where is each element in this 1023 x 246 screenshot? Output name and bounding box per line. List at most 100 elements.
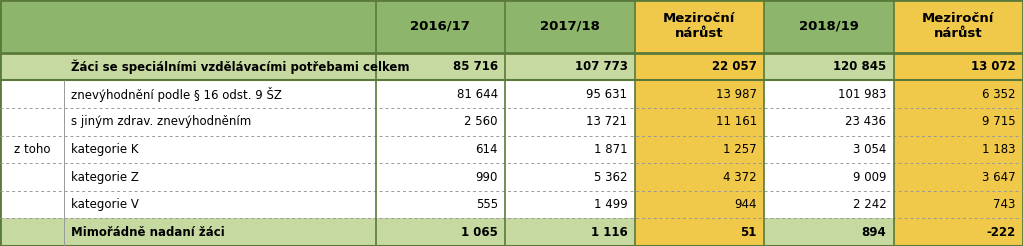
Text: 1 871: 1 871 xyxy=(593,143,627,156)
Text: 614: 614 xyxy=(476,143,498,156)
Bar xyxy=(505,163,634,191)
Bar xyxy=(375,136,505,163)
Text: 1 257: 1 257 xyxy=(723,143,757,156)
Text: 555: 555 xyxy=(476,198,498,211)
Bar xyxy=(0,136,63,163)
Bar xyxy=(63,218,375,246)
Bar xyxy=(375,218,505,246)
Text: kategorie V: kategorie V xyxy=(71,198,138,211)
Text: 95 631: 95 631 xyxy=(586,88,627,101)
Text: 894: 894 xyxy=(861,226,886,239)
Text: 6 352: 6 352 xyxy=(982,88,1016,101)
Text: 944: 944 xyxy=(735,198,757,211)
Text: 2018/19: 2018/19 xyxy=(799,20,858,33)
Text: kategorie K: kategorie K xyxy=(71,143,138,156)
Bar xyxy=(764,53,893,80)
Text: 51: 51 xyxy=(741,226,757,239)
Text: znevýhodnění podle § 16 odst. 9 ŠZ: znevýhodnění podle § 16 odst. 9 ŠZ xyxy=(71,87,281,102)
Bar xyxy=(764,218,893,246)
Bar xyxy=(634,191,764,218)
Bar xyxy=(764,191,893,218)
Text: 13 072: 13 072 xyxy=(971,60,1016,73)
Text: 1 499: 1 499 xyxy=(593,198,627,211)
Bar xyxy=(764,136,893,163)
Bar xyxy=(893,108,1023,136)
Bar xyxy=(63,163,375,191)
Text: 5 362: 5 362 xyxy=(594,170,627,184)
Bar xyxy=(375,108,505,136)
Bar xyxy=(764,0,893,53)
Bar xyxy=(375,80,505,108)
Bar xyxy=(893,191,1023,218)
Bar xyxy=(0,108,63,136)
Text: 2017/18: 2017/18 xyxy=(540,20,599,33)
Text: 13 987: 13 987 xyxy=(716,88,757,101)
Text: 101 983: 101 983 xyxy=(838,88,886,101)
Text: 3 054: 3 054 xyxy=(853,143,886,156)
Text: 2 560: 2 560 xyxy=(464,115,498,128)
Bar xyxy=(63,108,375,136)
Bar xyxy=(63,53,375,80)
Text: Meziroční
nárůst: Meziroční nárůst xyxy=(922,13,994,40)
Text: Žáci se speciálními vzdělávacími potřebami celkem: Žáci se speciálními vzdělávacími potřeba… xyxy=(71,60,409,74)
Bar xyxy=(634,218,764,246)
Bar xyxy=(375,53,505,80)
Bar xyxy=(764,163,893,191)
Bar xyxy=(893,0,1023,53)
Bar xyxy=(634,136,764,163)
Text: 13 721: 13 721 xyxy=(586,115,627,128)
Bar xyxy=(0,191,63,218)
Text: 1 065: 1 065 xyxy=(461,226,498,239)
Text: 85 716: 85 716 xyxy=(453,60,498,73)
Bar xyxy=(634,163,764,191)
Text: -222: -222 xyxy=(986,226,1016,239)
Bar xyxy=(0,0,375,53)
Bar xyxy=(893,53,1023,80)
Text: 81 644: 81 644 xyxy=(457,88,498,101)
Bar xyxy=(505,136,634,163)
Text: 1 116: 1 116 xyxy=(590,226,627,239)
Bar xyxy=(375,0,505,53)
Bar xyxy=(63,191,375,218)
Bar xyxy=(375,163,505,191)
Bar xyxy=(893,218,1023,246)
Text: 3 647: 3 647 xyxy=(982,170,1016,184)
Bar xyxy=(634,80,764,108)
Text: 1 183: 1 183 xyxy=(982,143,1016,156)
Text: 107 773: 107 773 xyxy=(575,60,627,73)
Text: 743: 743 xyxy=(993,198,1016,211)
Text: s jiným zdrav. znevýhodněním: s jiným zdrav. znevýhodněním xyxy=(71,115,251,128)
Text: Meziroční
nárůst: Meziroční nárůst xyxy=(663,13,736,40)
Bar xyxy=(893,136,1023,163)
Text: 9 009: 9 009 xyxy=(853,170,886,184)
Text: 2 242: 2 242 xyxy=(852,198,886,211)
Bar xyxy=(63,136,375,163)
Text: Mimořádně nadaní žáci: Mimořádně nadaní žáci xyxy=(71,226,224,239)
Text: 9 715: 9 715 xyxy=(982,115,1016,128)
Bar xyxy=(893,163,1023,191)
Bar xyxy=(0,218,63,246)
Bar xyxy=(63,80,375,108)
Text: 11 161: 11 161 xyxy=(716,115,757,128)
Bar xyxy=(893,80,1023,108)
Bar xyxy=(505,53,634,80)
Bar xyxy=(0,80,63,108)
Bar xyxy=(505,218,634,246)
Bar xyxy=(0,53,63,80)
Bar xyxy=(634,108,764,136)
Bar xyxy=(0,163,63,191)
Bar xyxy=(634,0,764,53)
Text: 2016/17: 2016/17 xyxy=(410,20,471,33)
Bar xyxy=(505,80,634,108)
Bar xyxy=(505,0,634,53)
Text: 120 845: 120 845 xyxy=(833,60,886,73)
Text: 23 436: 23 436 xyxy=(845,115,886,128)
Bar xyxy=(505,191,634,218)
Text: z toho: z toho xyxy=(13,143,50,156)
Text: kategorie Z: kategorie Z xyxy=(71,170,138,184)
Bar xyxy=(505,108,634,136)
Text: 990: 990 xyxy=(476,170,498,184)
Text: 4 372: 4 372 xyxy=(723,170,757,184)
Bar xyxy=(634,53,764,80)
Bar xyxy=(375,191,505,218)
